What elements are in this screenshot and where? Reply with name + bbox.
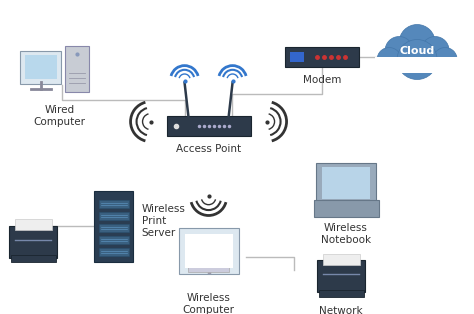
FancyBboxPatch shape [285,46,359,67]
Circle shape [433,47,457,72]
FancyBboxPatch shape [166,116,251,136]
Text: Modem: Modem [303,74,341,84]
FancyBboxPatch shape [15,219,52,230]
FancyBboxPatch shape [99,248,129,256]
Circle shape [377,47,401,72]
Text: Network
Printer: Network Printer [319,306,363,314]
FancyBboxPatch shape [99,212,129,220]
FancyBboxPatch shape [323,254,360,265]
Text: Wireless
Computer: Wireless Computer [182,294,235,314]
Text: Wireless
Notebook: Wireless Notebook [321,223,371,245]
FancyBboxPatch shape [99,224,129,232]
FancyBboxPatch shape [64,46,89,92]
FancyBboxPatch shape [313,200,379,217]
Text: Wired
Computer: Wired Computer [34,105,86,127]
Circle shape [421,36,449,64]
Text: Cloud: Cloud [400,46,435,56]
FancyBboxPatch shape [290,51,304,62]
FancyBboxPatch shape [25,55,56,79]
Text: Access Point: Access Point [176,143,241,154]
FancyBboxPatch shape [317,260,365,292]
FancyBboxPatch shape [11,255,55,262]
FancyBboxPatch shape [99,200,129,208]
Text: Wireless
Print
Server: Wireless Print Server [142,204,186,238]
FancyBboxPatch shape [319,290,364,297]
FancyBboxPatch shape [20,51,61,84]
FancyBboxPatch shape [99,236,129,244]
FancyBboxPatch shape [9,226,57,258]
Circle shape [399,24,435,61]
FancyBboxPatch shape [322,167,370,199]
FancyBboxPatch shape [316,163,376,205]
FancyBboxPatch shape [184,235,233,268]
FancyBboxPatch shape [179,229,238,274]
Circle shape [397,40,437,79]
FancyBboxPatch shape [188,265,229,272]
FancyBboxPatch shape [94,191,133,262]
Circle shape [385,36,413,64]
Bar [375,57,459,73]
